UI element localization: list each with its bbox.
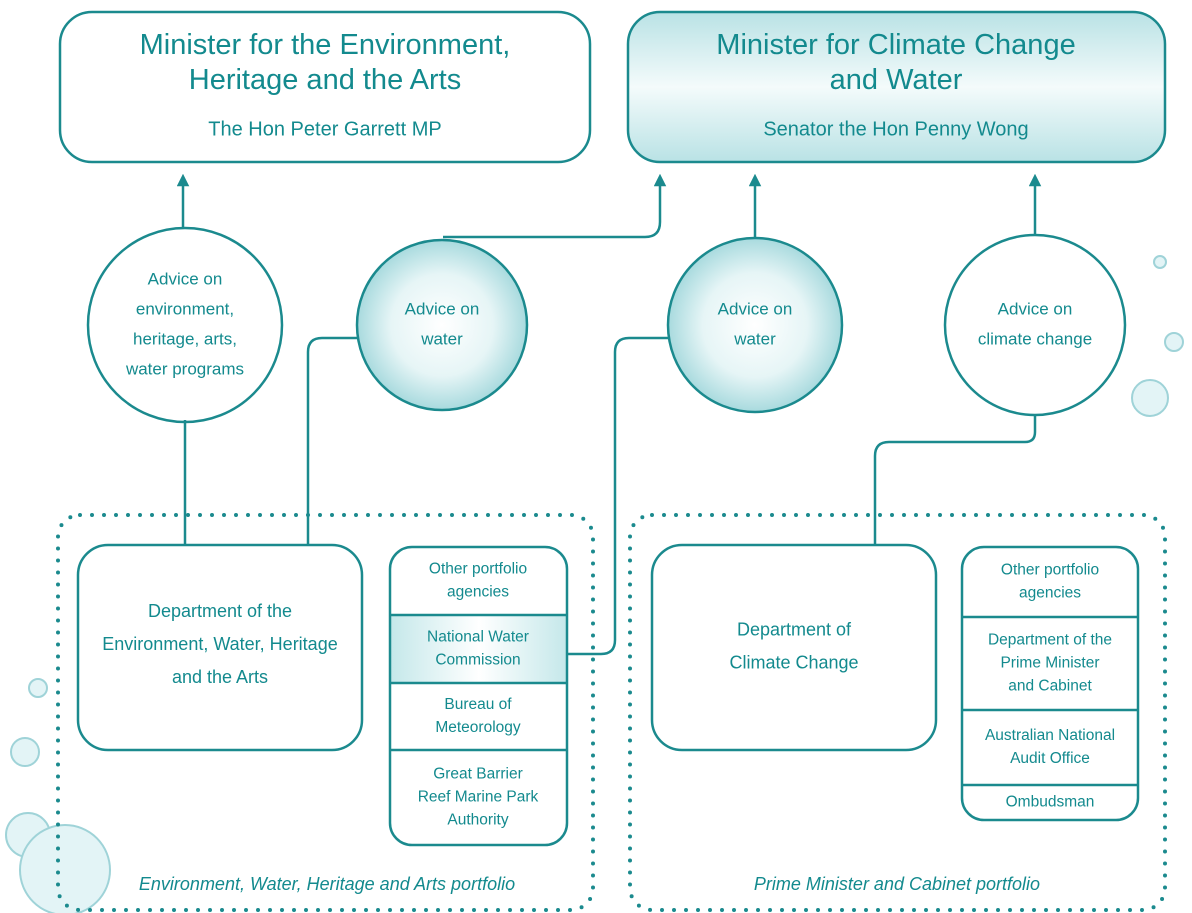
connectors [58, 12, 1165, 910]
minister-title: Minister for the Environment, [140, 29, 511, 61]
agency-name: and Cabinet [1008, 678, 1092, 695]
agency-name: Bureau of [444, 696, 512, 713]
minister-title: Heritage and the Arts [189, 64, 461, 96]
agency-name: agencies [447, 584, 509, 601]
agency-name: Great Barrier [433, 766, 523, 783]
agency-name: Department of the [988, 632, 1112, 649]
agency-name: Authority [447, 812, 508, 829]
agency-name: Meteorology [435, 719, 521, 736]
advice-text: water programs [125, 359, 244, 378]
advice-text: Advice on [405, 299, 480, 318]
agency-name: Commission [435, 652, 520, 669]
agency-name: Reef Marine Park [418, 789, 539, 806]
agency-name: Australian National [985, 727, 1115, 744]
advice-text: Advice on [998, 299, 1073, 318]
advice-text: Advice on [718, 299, 793, 318]
minister-title: and Water [830, 64, 963, 96]
department-name: and the Arts [172, 667, 268, 687]
portfolio-label: Environment, Water, Heritage and Arts po… [139, 874, 515, 894]
agency-name: agencies [1019, 585, 1081, 602]
department-name: Department of [737, 619, 852, 639]
agency-name: Audit Office [1010, 750, 1090, 767]
department-name: Department of the [148, 601, 292, 621]
diagram: Minister for the Environment,Heritage an… [0, 0, 1192, 913]
advice-text: water [420, 329, 463, 348]
minister-name: Senator the Hon Penny Wong [763, 118, 1028, 140]
advice-text: climate change [978, 329, 1092, 348]
portfolio-label: Prime Minister and Cabinet portfolio [754, 874, 1040, 894]
agency-name: Other portfolio [429, 561, 527, 578]
department-name: Climate Change [729, 652, 858, 672]
minister-name: The Hon Peter Garrett MP [208, 118, 441, 140]
advice-text: Advice on [148, 269, 223, 288]
advice-text: water [733, 329, 776, 348]
advice-text: environment, [136, 299, 234, 318]
minister-title: Minister for Climate Change [716, 29, 1075, 61]
agency-name: Prime Minister [1000, 655, 1099, 672]
department-name: Environment, Water, Heritage [102, 634, 337, 654]
advice-text: heritage, arts, [133, 329, 237, 348]
agency-name: Other portfolio [1001, 562, 1099, 579]
agency-name: National Water [427, 629, 529, 646]
agency-name: Ombudsman [1006, 794, 1095, 811]
